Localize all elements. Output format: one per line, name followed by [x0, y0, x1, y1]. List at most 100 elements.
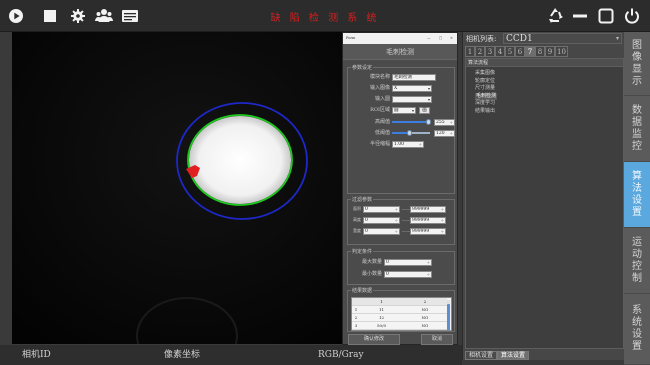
filter-height-max[interactable]: 999999: [410, 217, 446, 224]
high-threshold-label: 高阈值: [374, 119, 390, 125]
filter-area-min[interactable]: 0: [363, 206, 400, 213]
input-image-select[interactable]: X: [392, 85, 432, 92]
filter-width-label: 宽度: [353, 228, 361, 233]
roi-select[interactable]: 圆: [392, 107, 416, 114]
table-row[interactable]: 1 11 NG: [352, 306, 447, 314]
high-threshold-slider-handle[interactable]: [426, 119, 431, 125]
camera-number-tabs: 1 2 3 4 5 6 7 8 9 10: [465, 46, 568, 57]
part-blob: [189, 116, 291, 204]
confirm-button[interactable]: 确认修改: [348, 334, 400, 345]
nav-data-monitor[interactable]: 数据监控: [624, 96, 650, 162]
status-bar: 相机ID 像素坐标 RGB/Gray: [0, 345, 462, 365]
tab-camera-settings[interactable]: 相机设置: [465, 351, 498, 360]
dialog-minimize-button[interactable]: —: [427, 36, 431, 40]
filter-area-max[interactable]: 999999: [410, 206, 446, 213]
table-row[interactable]: 40NG: [352, 330, 447, 331]
nav-image-display[interactable]: 图像显示: [624, 32, 650, 96]
monitor-icon[interactable]: [120, 6, 140, 26]
stop-icon[interactable]: [40, 6, 60, 26]
camera-image-viewport[interactable]: [12, 32, 342, 344]
camera-tab-10[interactable]: 10: [555, 46, 568, 57]
low-threshold-slider[interactable]: [392, 130, 430, 136]
status-camera-id: 相机ID: [22, 350, 51, 360]
camera-tab-2[interactable]: 2: [475, 46, 485, 57]
result-table-scroll-thumb[interactable]: [447, 304, 450, 330]
nav-label-char: 动: [632, 248, 642, 260]
module-name-label: 模块名称: [369, 74, 390, 80]
table-cell: NG: [403, 330, 447, 331]
gear-icon[interactable]: [68, 6, 88, 26]
nav-label-char: 数: [632, 104, 642, 116]
flow-item[interactable]: 尺寸测量: [475, 85, 496, 91]
table-cell: 3: [354, 323, 358, 328]
table-cell: NG: [421, 315, 429, 320]
high-threshold-slider[interactable]: [392, 119, 431, 125]
users-icon[interactable]: [94, 6, 114, 26]
high-threshold-spinbox[interactable]: 255: [434, 119, 455, 126]
result-table-scrollbar[interactable]: [447, 300, 450, 330]
flow-item[interactable]: 深度学习: [475, 100, 496, 106]
camera-tab-8[interactable]: 8: [535, 46, 545, 57]
param-group-title: 参数设定: [351, 64, 374, 71]
filter-dash: ——: [402, 217, 410, 222]
filter-dash: ——: [402, 206, 410, 211]
power-icon[interactable]: [622, 6, 642, 26]
panel-bottom-tabs: 相机设置 算法设置: [465, 351, 530, 360]
nav-motion-control[interactable]: 运动控制: [624, 228, 650, 294]
burr-detection-dialog: Form — □ × 毛刺检测 参数设定 模块名称 毛刺检测 输入图像 X 输入…: [342, 32, 458, 345]
table-cell: 1: [354, 307, 358, 312]
nav-label-char: 法: [632, 182, 642, 194]
maximize-icon[interactable]: [596, 6, 616, 26]
flow-item[interactable]: 采集图像: [475, 70, 496, 76]
dialog-close-button[interactable]: ×: [450, 36, 453, 40]
play-icon[interactable]: [6, 6, 26, 26]
filter-group: 过滤参数 面积 0 —— 999999 高度 0 —— 999999 宽度 0 …: [347, 196, 455, 245]
camera-tab-6[interactable]: 6: [515, 46, 525, 57]
radius-spinbox[interactable]: 1.00: [392, 141, 424, 148]
camera-tab-3[interactable]: 3: [485, 46, 495, 57]
camera-tab-5[interactable]: 5: [505, 46, 515, 57]
inspection-image: [12, 32, 342, 344]
nav-label-char: 显: [632, 63, 642, 75]
low-threshold-spinbox[interactable]: 120: [434, 130, 455, 137]
camera-tab-4[interactable]: 4: [495, 46, 505, 57]
input-circle-select[interactable]: [392, 96, 432, 103]
dialog-maximize-button[interactable]: □: [439, 36, 443, 40]
top-toolbar: 缺 陷 检 测 系 统: [0, 0, 650, 32]
flow-item[interactable]: 轮廓定位: [475, 77, 496, 84]
radius-label: 半径缩幅: [369, 141, 390, 147]
camera-tab-1[interactable]: 1: [465, 46, 475, 57]
low-threshold-slider-handle[interactable]: [406, 130, 412, 136]
dialog-titlebar: Form — □ ×: [343, 33, 457, 44]
flow-item[interactable]: 毛刺检测: [475, 92, 498, 100]
roi-label: ROI区域: [370, 107, 390, 113]
high-threshold-slider-fill: [392, 121, 430, 123]
table-row[interactable]: 3 50/0 NG: [352, 322, 447, 330]
side-nav: 图像显示数据监控算法设置运动控制系统设置: [624, 32, 650, 365]
nav-system-settings[interactable]: 系统设置: [624, 294, 650, 365]
status-color-mode: RGB/Gray: [318, 350, 364, 360]
nav-algorithm-settings[interactable]: 算法设置: [624, 162, 650, 228]
min-count-spinbox[interactable]: 0: [384, 271, 432, 278]
table-row[interactable]: 2 12 NG: [352, 314, 447, 322]
filter-height-min[interactable]: 0: [363, 217, 400, 224]
camera-select[interactable]: CCD1: [503, 33, 622, 44]
tab-algorithm-settings[interactable]: 算法设置: [497, 351, 530, 360]
table-cell: 50/0: [377, 323, 386, 328]
cancel-button[interactable]: 取消: [421, 334, 453, 345]
filter-width-max[interactable]: 999999: [410, 228, 446, 235]
nav-label-char: 置: [632, 341, 642, 352]
roi-draw-button[interactable]: 画: [419, 107, 430, 114]
filter-width-min[interactable]: 0: [363, 228, 400, 235]
nav-label-char: 监: [632, 128, 642, 140]
flow-item[interactable]: 结果输出: [475, 107, 496, 114]
filter-dash: ——: [402, 228, 410, 233]
module-name-field[interactable]: 毛刺检测: [392, 74, 436, 81]
minimize-icon[interactable]: [570, 6, 590, 26]
max-count-spinbox[interactable]: 0: [384, 259, 432, 266]
camera-tab-7[interactable]: 7: [525, 46, 535, 57]
camera-tab-9[interactable]: 9: [545, 46, 555, 57]
recycle-icon[interactable]: [545, 6, 565, 26]
